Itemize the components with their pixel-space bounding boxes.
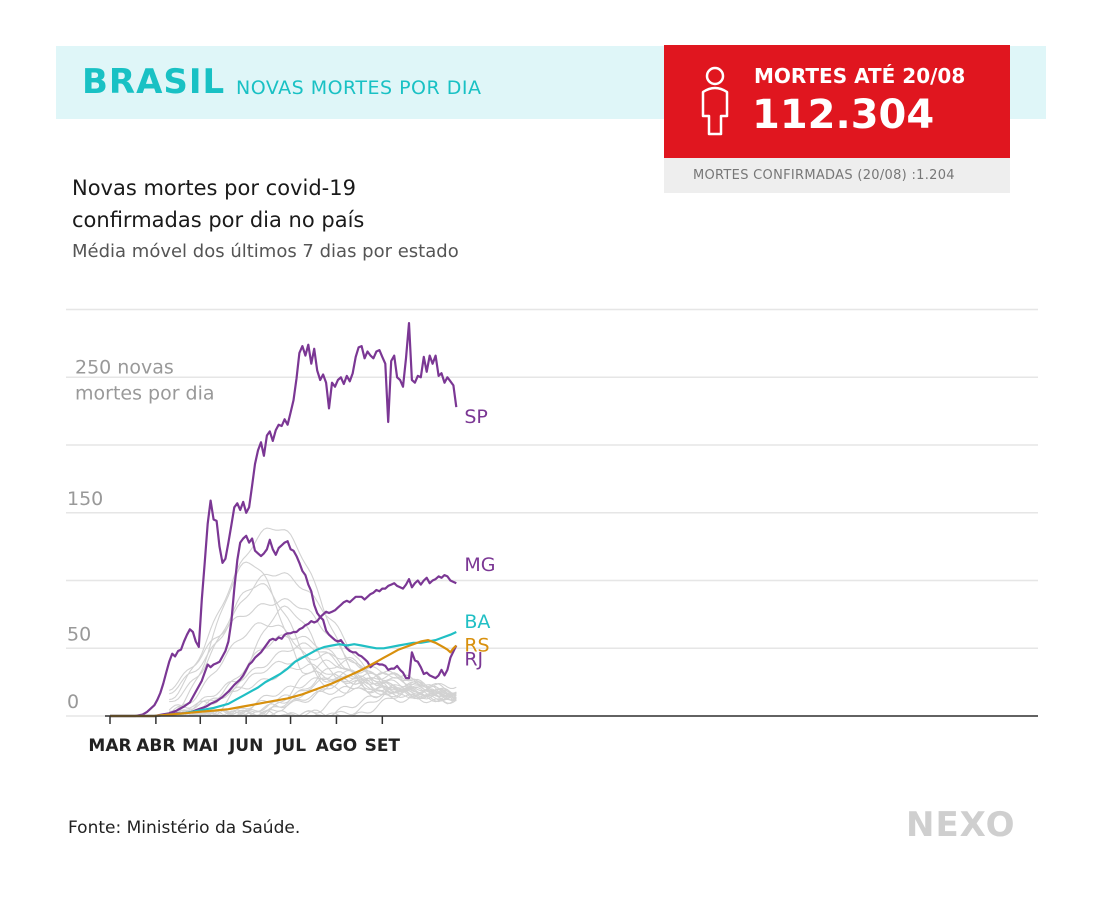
chart-subtitle: Média móvel dos últimos 7 dias por estad… <box>72 241 459 262</box>
x-tick-label: AGO <box>316 736 358 756</box>
series-line-rs <box>110 639 458 718</box>
series-label-rj: RJ <box>464 649 483 671</box>
state-line-gray <box>169 663 457 717</box>
person-icon <box>701 66 729 136</box>
series-line-mg <box>110 574 457 718</box>
x-axis: MAR ABR MAI JUN JUL AGO SET <box>88 715 1038 756</box>
series-line-sp <box>110 322 458 718</box>
x-tick-label: SET <box>365 736 401 756</box>
state-line-gray <box>168 634 457 714</box>
series-lines <box>110 322 458 718</box>
total-deaths-box <box>664 45 1010 158</box>
chart-title-line2: confirmadas por dia no país <box>72 208 365 232</box>
brand-subtitle: NOVAS MORTES POR DIA <box>236 77 482 99</box>
series-label-mg: MG <box>464 554 495 576</box>
series-line-ba <box>110 630 457 718</box>
series-label-rs: RS <box>464 635 489 657</box>
deaths-value: 112.304 <box>752 92 935 138</box>
y-tick-label: mortes por dia <box>75 382 215 404</box>
y-tick-label: 150 <box>67 488 103 510</box>
nexo-logo: NEXO <box>906 805 1016 845</box>
state-line-gray <box>168 622 457 717</box>
state-line-gray <box>168 642 457 717</box>
x-tick-label: MAR <box>88 736 131 756</box>
brand-title: BRASIL <box>82 62 226 102</box>
confirmed-box <box>664 158 1010 193</box>
x-tick-label: MAI <box>182 736 218 756</box>
series-label-sp: SP <box>464 406 488 428</box>
x-tick-label: ABR <box>136 736 175 756</box>
series-label-ba: BA <box>464 611 490 633</box>
x-tick-label: JUL <box>274 736 306 756</box>
confirmed-deaths-text: MORTES CONFIRMADAS (20/08) :1.204 <box>693 168 955 183</box>
y-axis-labels: 0 50 150 250 novas mortes por dia <box>67 356 215 713</box>
state-line-gray <box>168 671 457 717</box>
x-tick-label: JUN <box>228 736 263 756</box>
y-tick-label: 250 novas <box>75 356 174 378</box>
state-line-gray <box>169 683 457 717</box>
y-tick-label: 0 <box>67 691 79 713</box>
series-line-rj <box>110 534 458 718</box>
y-tick-label: 50 <box>67 623 91 645</box>
state-line-gray <box>169 527 457 701</box>
state-line-gray <box>169 572 457 695</box>
deaths-label: MORTES ATÉ 20/08 <box>754 64 966 88</box>
source-note: Fonte: Ministério da Saúde. <box>68 818 301 838</box>
chart-title-line1: Novas mortes por covid-19 <box>72 176 356 200</box>
chart-title: Novas mortes por covid-19 confirmadas po… <box>72 172 592 236</box>
